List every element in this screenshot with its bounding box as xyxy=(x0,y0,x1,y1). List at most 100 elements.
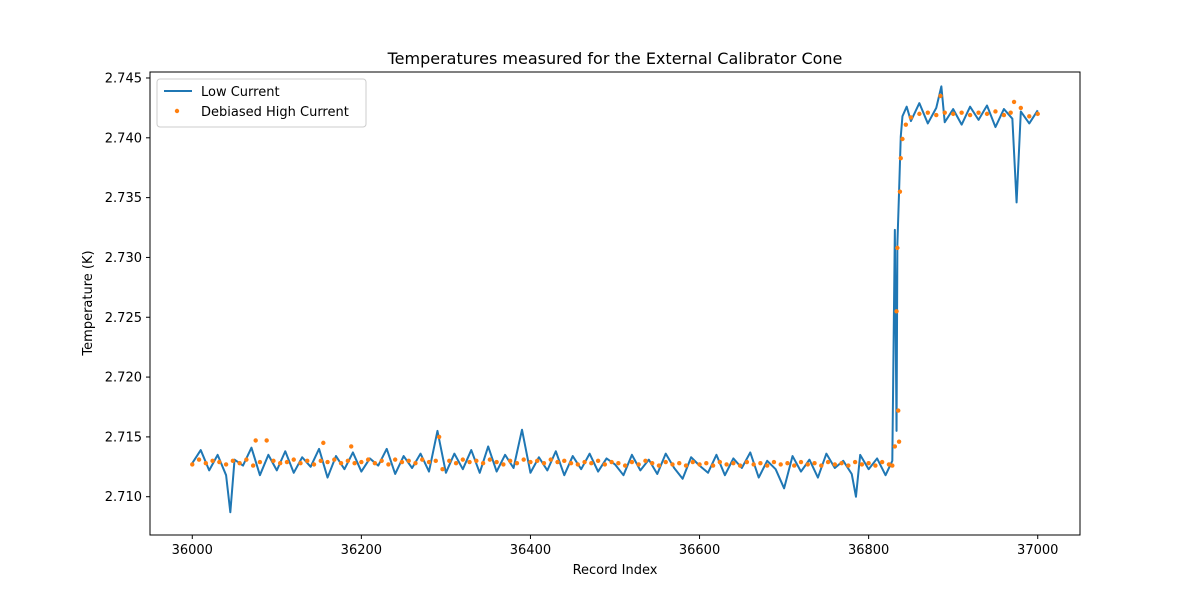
data-point xyxy=(244,457,249,462)
data-point xyxy=(507,458,513,464)
data-point xyxy=(349,444,354,449)
data-point xyxy=(896,439,902,444)
plot-area xyxy=(190,85,1040,514)
legend-label-low-current: Low Current xyxy=(201,85,280,100)
y-tick-label: 2.745 xyxy=(105,71,142,86)
data-point xyxy=(264,438,269,443)
data-point xyxy=(959,110,964,115)
y-tick-label: 2.710 xyxy=(105,490,142,505)
data-point xyxy=(731,461,736,466)
x-tick-label: 36200 xyxy=(341,543,382,558)
data-point xyxy=(541,461,547,466)
data-point xyxy=(670,462,675,467)
data-point xyxy=(925,110,931,115)
x-axis-label: Record Index xyxy=(573,563,658,578)
data-point xyxy=(196,457,202,462)
data-point xyxy=(467,459,472,465)
data-point xyxy=(950,111,956,117)
data-point xyxy=(447,458,452,464)
data-point xyxy=(426,459,432,465)
data-point xyxy=(764,463,770,468)
data-point xyxy=(805,462,810,467)
data-point xyxy=(938,93,943,99)
data-point xyxy=(392,457,398,462)
data-point xyxy=(352,461,357,466)
data-point xyxy=(629,459,635,465)
data-point xyxy=(622,463,628,468)
data-point xyxy=(440,467,445,472)
data-point xyxy=(724,462,729,467)
data-point xyxy=(453,461,459,466)
data-point xyxy=(345,458,351,464)
data-point xyxy=(744,459,750,465)
data-point xyxy=(399,459,405,465)
data-point xyxy=(1011,99,1017,105)
data-point xyxy=(278,461,283,466)
data-point xyxy=(190,462,195,467)
data-point xyxy=(250,463,256,468)
data-point xyxy=(535,458,540,464)
legend-dot-swatch xyxy=(174,108,180,114)
data-point xyxy=(778,462,783,467)
x-tick-label: 37000 xyxy=(1017,543,1058,558)
y-tick-label: 2.715 xyxy=(105,430,142,445)
data-point xyxy=(798,459,804,465)
data-point xyxy=(792,463,797,468)
data-point xyxy=(548,457,553,462)
data-point xyxy=(494,459,499,465)
data-point xyxy=(832,462,838,467)
series-points-debiased-high-current xyxy=(190,93,1040,472)
data-point xyxy=(895,245,900,251)
data-point xyxy=(284,459,290,465)
data-point xyxy=(528,459,533,465)
data-point xyxy=(203,461,208,466)
data-point xyxy=(812,461,817,466)
legend-box xyxy=(156,78,367,128)
data-point xyxy=(859,462,865,467)
data-point xyxy=(433,458,438,464)
data-point xyxy=(514,461,520,466)
data-point xyxy=(555,459,560,465)
data-point xyxy=(663,459,668,465)
data-point xyxy=(846,463,851,468)
legend-label-debiased-high-current: Debiased High Current xyxy=(201,105,349,120)
data-point xyxy=(589,461,594,466)
data-point xyxy=(372,461,378,466)
data-point xyxy=(993,109,998,114)
data-point xyxy=(332,457,337,462)
y-tick-label: 2.720 xyxy=(105,371,142,386)
data-point xyxy=(934,112,939,118)
data-point xyxy=(1008,110,1013,115)
data-point xyxy=(210,458,215,464)
legend: Low Current Debiased High Current xyxy=(156,78,367,128)
data-point xyxy=(896,408,901,413)
data-point xyxy=(942,110,947,115)
data-point xyxy=(866,461,871,466)
data-point xyxy=(704,461,709,466)
data-point xyxy=(318,458,323,464)
x-tick-label: 36600 xyxy=(679,543,720,558)
data-point xyxy=(602,462,608,467)
y-tick-label: 2.735 xyxy=(105,191,142,206)
data-point xyxy=(609,459,614,465)
data-point xyxy=(710,463,716,468)
data-point xyxy=(643,458,648,464)
data-point xyxy=(595,458,601,464)
data-point xyxy=(562,458,567,464)
data-point xyxy=(253,438,258,443)
data-point xyxy=(717,459,723,465)
data-point xyxy=(897,189,903,194)
data-point xyxy=(683,463,689,468)
data-point xyxy=(480,461,486,466)
data-point xyxy=(501,462,506,467)
data-point xyxy=(903,122,909,127)
data-point xyxy=(1035,111,1040,117)
data-point xyxy=(785,461,790,466)
data-point xyxy=(751,462,756,467)
data-point xyxy=(291,457,296,462)
data-point xyxy=(413,461,418,466)
data-point xyxy=(825,459,831,465)
data-point xyxy=(616,461,621,466)
data-point xyxy=(365,457,371,462)
data-point xyxy=(379,458,384,464)
